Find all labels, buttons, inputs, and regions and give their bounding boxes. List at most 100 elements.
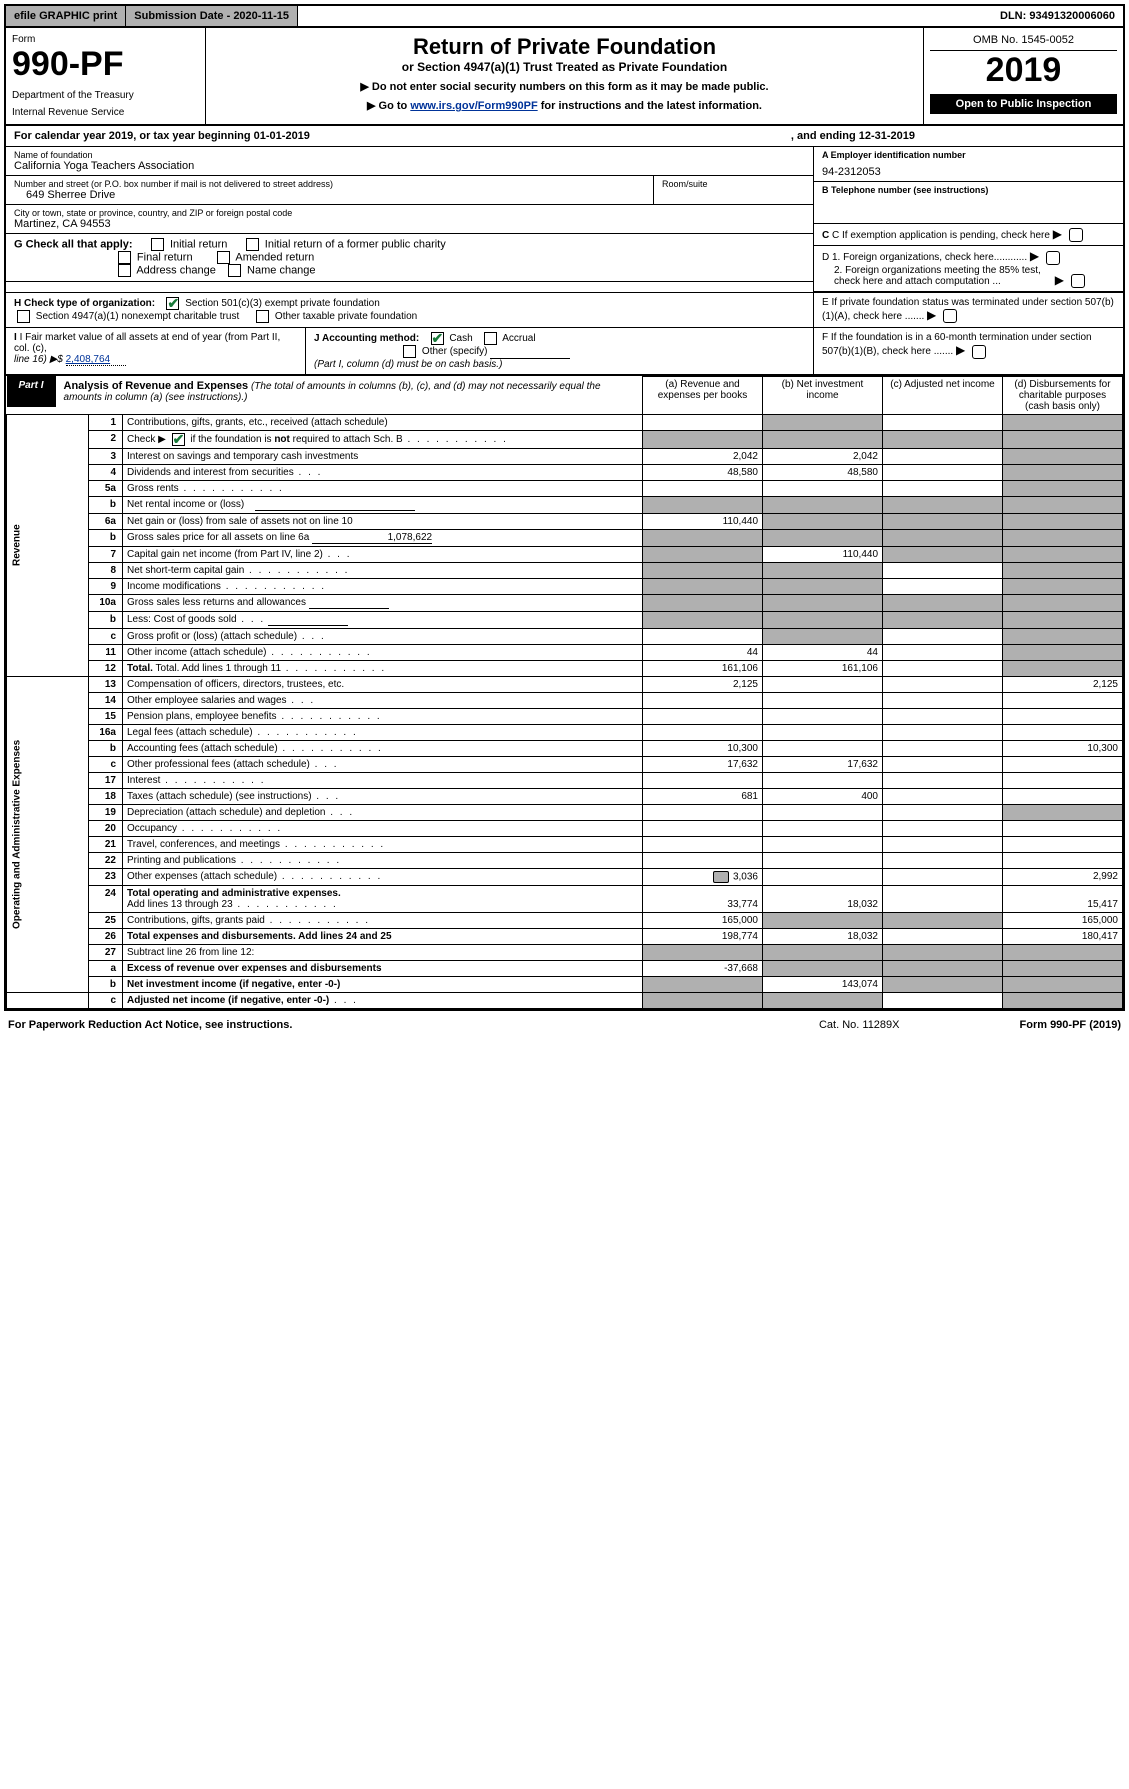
paperwork-notice: For Paperwork Reduction Act Notice, see … [8,1019,292,1031]
r15d [1003,708,1123,724]
row-7: 7Capital gain net income (from Part IV, … [7,546,1123,562]
dots5a [179,483,284,494]
d2: Check ▶ if the foundation is not require… [123,430,643,448]
efile-button[interactable]: efile GRAPHIC print [6,6,126,26]
dots2 [403,434,508,445]
dots12 [281,663,386,674]
h-left: H Check type of organization: Section 50… [6,293,813,327]
r6ba-gray [643,529,763,546]
row-23: 23Other expenses (attach schedule)3,0362… [7,868,1123,885]
r5bb-gray [763,496,883,513]
section-g: G Check all that apply: Initial return I… [6,234,813,282]
d10c: Gross profit or (loss) (attach schedule) [123,628,643,644]
checkbox-f[interactable] [972,345,986,359]
checkbox-d2[interactable] [1071,274,1085,288]
spacer27c [7,992,89,1008]
section-f: F If the foundation is in a 60-month ter… [813,328,1123,373]
d18: Taxes (attach schedule) (see instruction… [123,788,643,804]
row-18: 18Taxes (attach schedule) (see instructi… [7,788,1123,804]
v6b: 1,078,622 [312,532,432,544]
street-address: 649 Sherree Drive [14,189,645,201]
row-20: 20Occupancy [7,820,1123,836]
checkbox-other-method[interactable] [403,345,416,358]
form-header: Form 990-PF Department of the Treasury I… [6,28,1123,126]
checkbox-initial-former[interactable] [246,238,259,251]
checkbox-cash[interactable] [431,332,444,345]
r12c [883,660,1003,676]
checkbox-c[interactable] [1069,228,1083,242]
expenses-side-label: Operating and Administrative Expenses [7,676,89,992]
checkbox-amended[interactable] [217,251,230,264]
d10bt: Less: Cost of goods sold [127,614,237,625]
room-cell: Room/suite [653,176,813,205]
r10cc [883,628,1003,644]
checkbox-d1[interactable] [1046,251,1060,265]
d26t: Total expenses and disbursements. Add li… [127,931,392,942]
irs-link[interactable]: www.irs.gov/Form990PF [410,100,537,112]
r10ac-gray [883,594,1003,611]
r1b-gray [763,414,883,430]
row-16c: cOther professional fees (attach schedul… [7,756,1123,772]
r21d [1003,836,1123,852]
ln10a: 10a [89,594,123,611]
d17t: Interest [127,775,160,786]
r2c-gray [883,430,1003,448]
ln16a: 16a [89,724,123,740]
checkbox-final-return[interactable] [118,251,131,264]
checkbox-accrual[interactable] [484,332,497,345]
d21t: Travel, conferences, and meetings [127,839,280,850]
d9t: Income modifications [127,581,221,592]
ln25: 25 [89,912,123,928]
r1d-gray [1003,414,1123,430]
form-ref: Form 990-PF (2019) [1020,1019,1122,1031]
r26c [883,928,1003,944]
city-cell: City or town, state or province, country… [6,205,813,234]
ln10b: b [89,611,123,628]
r23c [883,868,1003,885]
d23t: Other expenses (attach schedule) [127,871,277,882]
dots23 [277,871,382,882]
dots18 [312,791,341,802]
r8c [883,562,1003,578]
checkbox-address-change[interactable] [118,264,131,277]
row-27a: aExcess of revenue over expenses and dis… [7,960,1123,976]
i-label: I Fair market value of all assets at end… [14,332,280,354]
checkbox-other-taxable[interactable] [256,310,269,323]
part1-title: Analysis of Revenue and Expenses [64,380,249,392]
row-25: 25Contributions, gifts, grants paid165,0… [7,912,1123,928]
r24d: 15,417 [1003,885,1123,912]
r17b [763,772,883,788]
r4a: 48,580 [643,464,763,480]
r16cd [1003,756,1123,772]
g-label: G Check all that apply: [14,238,133,250]
ln26: 26 [89,928,123,944]
checkbox-4947[interactable] [17,310,30,323]
r10cd-gray [1003,628,1123,644]
fmv-link[interactable]: 2,408,764 [66,354,126,366]
r10ad-gray [1003,594,1123,611]
row-10a: 10aGross sales less returns and allowanc… [7,594,1123,611]
r14c [883,692,1003,708]
ln20: 20 [89,820,123,836]
checkbox-e[interactable] [943,309,957,323]
checkbox-501c3[interactable] [166,297,179,310]
goto-post: for instructions and the latest informat… [538,100,762,112]
d10ct: Gross profit or (loss) (attach schedule) [127,631,297,642]
d15: Pension plans, employee benefits [123,708,643,724]
d25t: Contributions, gifts, grants paid [127,915,265,926]
d6bt: Gross sales price for all assets on line… [127,532,309,543]
e-label: E If private foundation status was termi… [822,297,1114,322]
r15b [763,708,883,724]
checkbox-initial-return[interactable] [151,238,164,251]
row-4: 4Dividends and interest from securities4… [7,464,1123,480]
h-other: Other taxable private foundation [275,311,417,322]
dots16c [310,759,339,770]
checkbox-name-change[interactable] [228,264,241,277]
r16bb [763,740,883,756]
d8: Net short-term capital gain [123,562,643,578]
checkbox-sch-b[interactable] [172,433,185,446]
attachment-icon[interactable] [713,871,729,883]
r25c-gray [883,912,1003,928]
r27ba-gray [643,976,763,992]
d11t: Other income (attach schedule) [127,647,267,658]
